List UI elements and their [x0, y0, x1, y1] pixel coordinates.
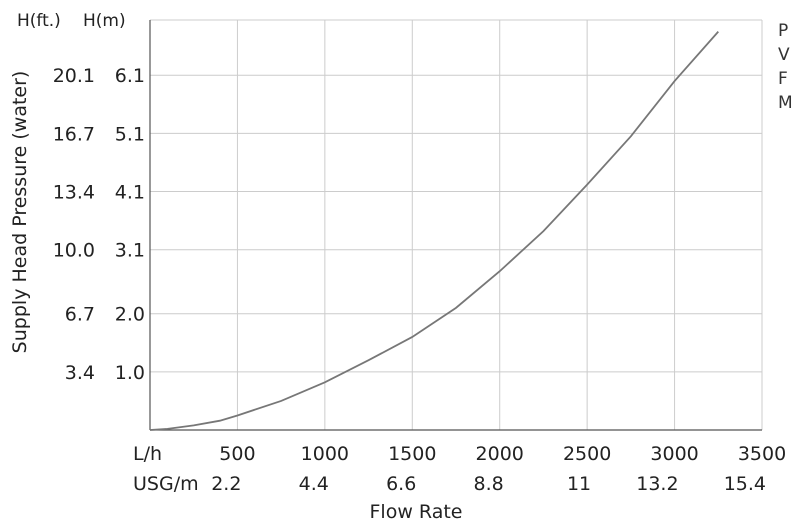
- y-tick-label-ft: 3.4: [65, 362, 95, 384]
- x-tick-label-usg: 4.4: [299, 473, 329, 495]
- y-axis-label: Supply Head Pressure (water): [9, 71, 31, 354]
- x-row-label-lh: L/h: [133, 443, 162, 465]
- x-tick-label-lh: 3000: [650, 443, 698, 465]
- side-text-letter: F: [778, 69, 788, 89]
- series-line: [149, 31, 719, 431]
- x-tick-label-lh: 2500: [563, 443, 611, 465]
- x-tick-label-lh: 1000: [301, 443, 349, 465]
- y-tick-label-ft: 13.4: [53, 182, 95, 204]
- y-tick-label-m: 2.0: [115, 304, 145, 326]
- x-tick-label-usg: 11: [567, 473, 591, 495]
- y-tick-label-m: 4.1: [115, 182, 145, 204]
- y-tick-label-m: 1.0: [115, 362, 145, 384]
- x-tick-label-usg: 2.2: [211, 473, 241, 495]
- side-text-letter: P: [778, 21, 788, 41]
- x-tick-label-lh: 500: [219, 443, 255, 465]
- axes: [149, 20, 762, 431]
- y-tick-label-ft: 10.0: [53, 240, 95, 262]
- y-tick-label-m: 5.1: [115, 123, 145, 145]
- x-tick-label-usg: 6.6: [386, 473, 416, 495]
- side-text-letter: V: [778, 45, 790, 65]
- x-tick-label-usg: 15.4: [724, 473, 766, 495]
- y-header-m: H(m): [83, 11, 126, 31]
- x-tick-label-lh: 1500: [388, 443, 436, 465]
- x-row-label-usg: USG/m: [133, 473, 199, 495]
- tick-labels: 500 2.2 1000 4.4 1500 6.6 2000 8.8 2500 11 3000 13.…: [53, 65, 786, 495]
- y-tick-label-ft: 20.1: [53, 65, 95, 87]
- y-header-ft: H(ft.): [17, 11, 61, 31]
- x-tick-label-usg: 8.8: [473, 473, 503, 495]
- series-layer: [149, 31, 719, 431]
- side-text-letter: M: [778, 93, 793, 113]
- y-tick-label-m: 6.1: [115, 65, 145, 87]
- x-axis-label: Flow Rate: [370, 501, 463, 523]
- x-tick-label-lh: 3500: [738, 443, 786, 465]
- y-tick-label-ft: 6.7: [65, 304, 95, 326]
- y-tick-label-ft: 16.7: [53, 123, 95, 145]
- x-tick-label-lh: 2000: [476, 443, 524, 465]
- grid-lines: [150, 19, 763, 430]
- x-tick-label-usg: 13.2: [636, 473, 678, 495]
- y-tick-label-m: 3.1: [115, 240, 145, 262]
